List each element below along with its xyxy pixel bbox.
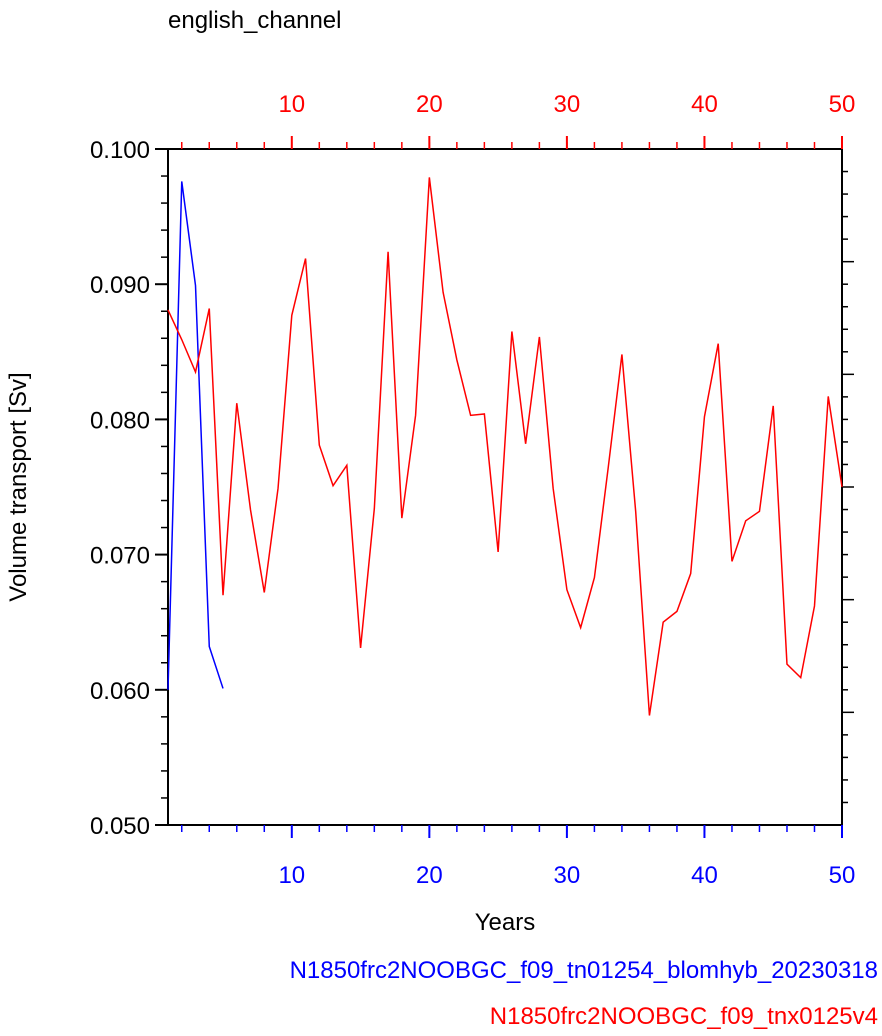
y-tick-label: 0.050	[90, 813, 150, 840]
series-line	[167, 177, 843, 716]
x-tick-label-bottom: 50	[829, 862, 856, 889]
plot-frame	[167, 148, 843, 826]
x-tick-label-bottom: 10	[278, 862, 305, 889]
y-tick-label: 0.070	[90, 543, 150, 570]
chart-title: english_channel	[168, 7, 341, 34]
y-tick-label: 0.080	[90, 407, 150, 434]
x-tick-label-bottom: 30	[554, 862, 581, 889]
x-tick-label-top: 40	[691, 91, 718, 118]
x-tick-label-top: 20	[416, 91, 443, 118]
x-tick-label-top: 30	[554, 91, 581, 118]
series-line	[167, 181, 224, 690]
legend-entry: N1850frc2NOOBGC_f09_tn01254_blomhyb_2023…	[290, 957, 878, 984]
y-tick-label: 0.090	[90, 272, 150, 299]
x-axis-label: Years	[475, 909, 536, 936]
x-tick-label-bottom: 20	[416, 862, 443, 889]
x-tick-label-top: 50	[829, 91, 856, 118]
x-tick-label-top: 10	[278, 91, 305, 118]
y-tick-label: 0.060	[90, 678, 150, 705]
legend-entry: N1850frc2NOOBGC_f09_tnx0125v4	[490, 1003, 878, 1030]
y-tick-label: 0.100	[90, 137, 150, 164]
y-axis-label: Volume transport [Sv]	[5, 372, 32, 601]
x-tick-label-bottom: 40	[691, 862, 718, 889]
